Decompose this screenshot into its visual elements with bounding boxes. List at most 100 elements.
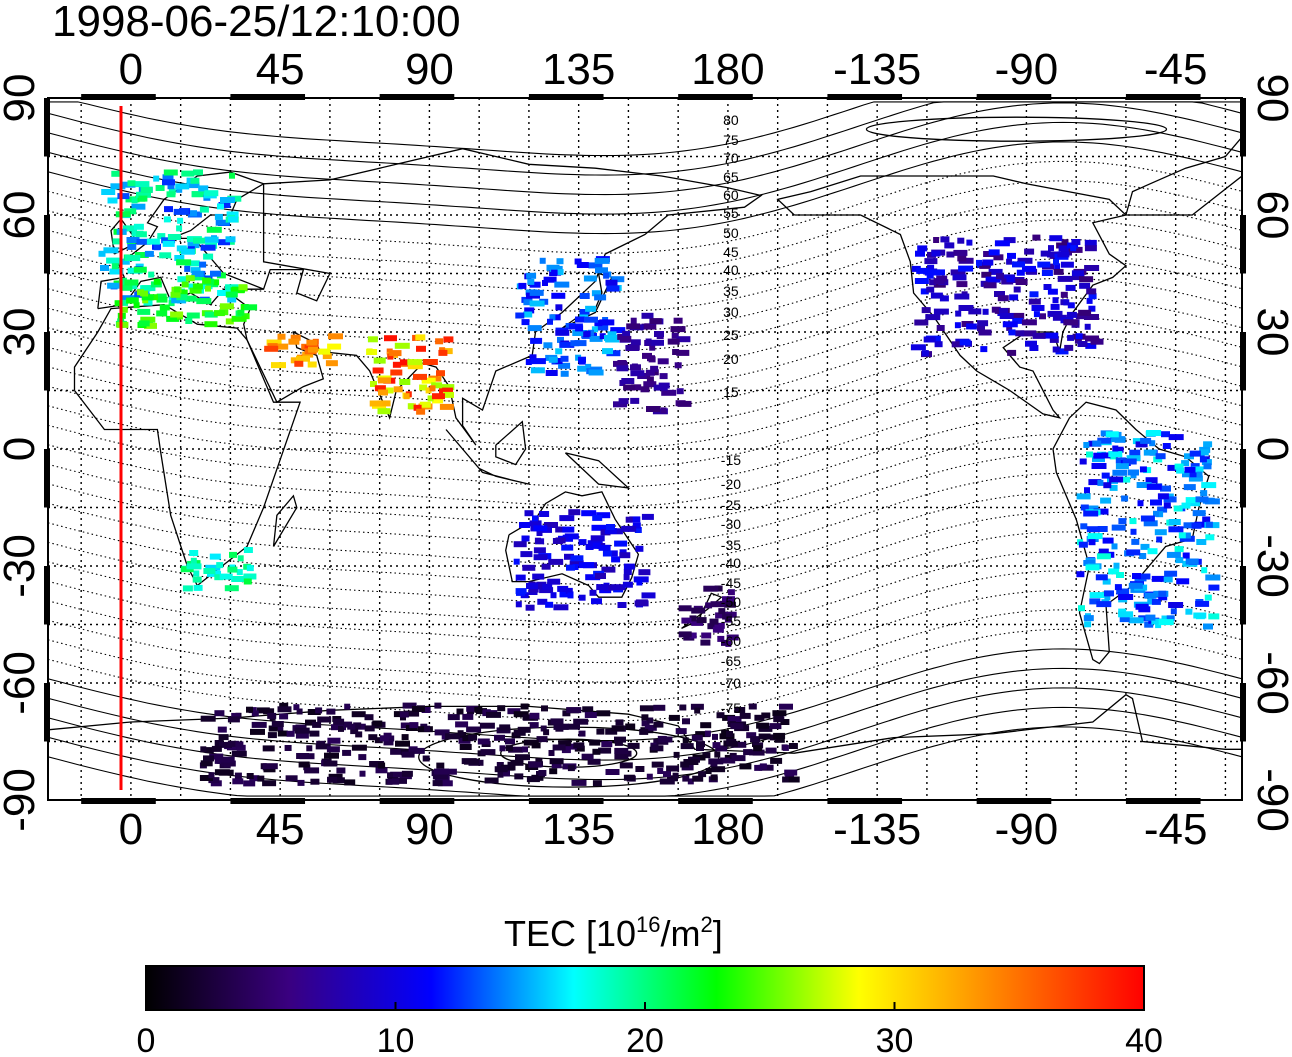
- frame-bar-left: [44, 683, 50, 742]
- bottom-lon-tick-label: 0: [119, 805, 143, 854]
- tec-cell: [439, 387, 453, 394]
- tec-cell: [957, 237, 965, 244]
- tec-cell: [162, 240, 175, 247]
- coastline-path: [445, 429, 530, 485]
- tec-cell: [133, 302, 140, 309]
- tec-cell: [545, 370, 558, 376]
- tec-cell: [761, 712, 771, 719]
- tec-cell: [1006, 276, 1015, 283]
- tec-cell: [611, 556, 621, 563]
- tec-cell: [1097, 437, 1112, 444]
- tec-cell: [925, 314, 941, 321]
- tec-cell: [190, 267, 201, 274]
- tec-cell: [1145, 614, 1156, 621]
- tec-cell: [1093, 508, 1109, 515]
- colorbar: TEC [1016/m2] 0 10 20 30 40: [137, 912, 1163, 1057]
- tec-cell: [644, 323, 657, 330]
- tec-cell: [1201, 567, 1208, 574]
- tec-cell: [641, 513, 654, 520]
- tec-cell: [190, 210, 197, 217]
- tec-cell: [926, 286, 935, 293]
- tec-cell: [722, 613, 733, 620]
- tec-cell: [234, 772, 242, 779]
- frame-bar-bottom: [678, 798, 753, 804]
- tec-cell: [1083, 560, 1096, 566]
- tec-cell: [562, 526, 575, 533]
- tec-cell: [1093, 452, 1105, 459]
- tec-cell: [1149, 440, 1156, 447]
- tec-cell: [956, 281, 968, 288]
- tec-cell: [539, 511, 550, 517]
- tec-cell: [556, 258, 564, 265]
- tec-cell: [625, 516, 633, 523]
- tec-cell: [611, 725, 625, 732]
- tec-cell: [982, 308, 989, 315]
- tec-cell: [592, 748, 601, 755]
- tec-cell: [203, 253, 214, 260]
- tec-cell: [606, 285, 620, 292]
- tec-cell: [730, 723, 744, 730]
- tec-cell: [1156, 536, 1163, 543]
- tec-cell: [455, 721, 469, 728]
- tec-cell: [186, 563, 202, 570]
- tec-cell: [592, 542, 601, 549]
- tec-cell: [536, 530, 543, 536]
- tec-cell: [1060, 291, 1068, 298]
- tec-cell: [1015, 330, 1025, 337]
- tec-cell: [216, 272, 226, 279]
- tec-cell: [917, 245, 928, 252]
- tec-cell: [1168, 602, 1184, 608]
- tec-cell: [243, 573, 257, 580]
- tec-cell: [159, 304, 170, 311]
- tec-cell: [308, 346, 318, 353]
- tec-cell: [568, 509, 581, 516]
- tec-cell: [432, 773, 448, 780]
- tec-cell: [1087, 533, 1103, 540]
- tec-cell: [1118, 518, 1127, 525]
- tec-cell: [307, 709, 321, 715]
- tec-cell: [1115, 446, 1124, 453]
- mag-contour: [48, 570, 1242, 664]
- tec-cell: [1122, 458, 1137, 465]
- tec-cell: [107, 197, 118, 204]
- tec-cell: [721, 639, 727, 646]
- tec-cell: [1029, 291, 1039, 298]
- tec-cell: [1185, 608, 1193, 615]
- frame-bar-top: [81, 94, 156, 100]
- tec-cell: [782, 744, 789, 751]
- tec-cell: [914, 319, 929, 326]
- tec-cell: [146, 238, 160, 245]
- contour-label: -20: [721, 476, 741, 492]
- mag-contour: [48, 628, 1242, 722]
- tec-cell: [1086, 526, 1100, 533]
- tec-cell: [914, 278, 929, 284]
- tec-cell: [1163, 502, 1171, 509]
- tec-cell: [399, 359, 411, 366]
- tec-cell: [383, 739, 394, 746]
- top-lon-tick-label: -135: [833, 45, 921, 94]
- tec-cell: [988, 249, 1000, 256]
- tec-cell: [1143, 467, 1152, 474]
- tec-cell: [399, 711, 409, 718]
- tec-cell: [622, 330, 631, 337]
- tec-cell: [536, 581, 547, 588]
- tec-cell: [196, 298, 212, 305]
- tec-cell: [232, 778, 244, 785]
- tec-cell: [754, 764, 763, 771]
- tec-cell: [208, 772, 215, 779]
- tec-cell: [933, 237, 940, 243]
- tec-cell: [229, 551, 237, 558]
- tec-cell: [915, 250, 925, 257]
- tec-cell: [162, 174, 174, 181]
- tec-cell: [1012, 261, 1025, 268]
- tec-cell: [561, 747, 571, 754]
- tec-cell: [422, 359, 438, 365]
- tec-cell: [368, 734, 378, 741]
- tec-cell: [920, 288, 929, 295]
- tec-cell: [1147, 598, 1155, 605]
- tec-cell: [1116, 588, 1130, 595]
- tec-cell: [399, 379, 411, 385]
- tec-cell: [576, 262, 589, 268]
- tec-cell: [393, 386, 403, 393]
- tec-cell: [1143, 449, 1157, 456]
